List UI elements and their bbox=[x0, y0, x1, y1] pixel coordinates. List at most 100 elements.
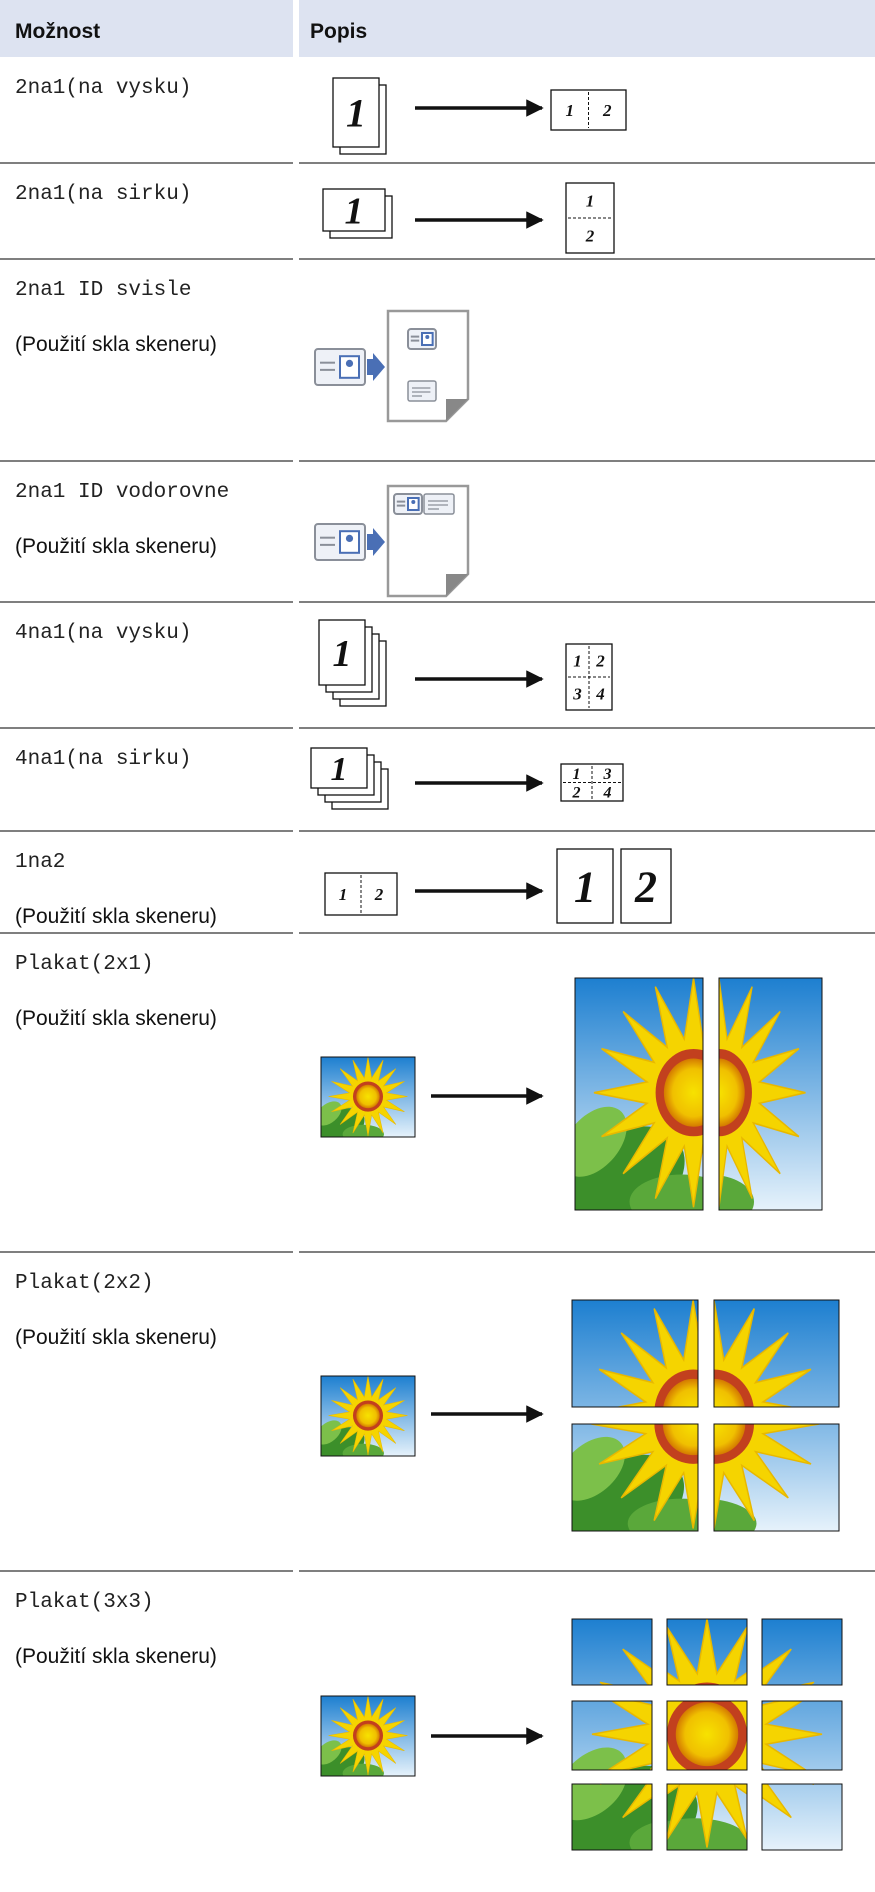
id-head bbox=[425, 335, 430, 339]
poster-piece bbox=[667, 1619, 747, 1685]
piece-border bbox=[666, 1700, 748, 1771]
page bbox=[310, 747, 368, 789]
poster-piece bbox=[572, 1300, 698, 1407]
option: 2na1 ID svisle bbox=[15, 279, 191, 302]
option: Plakat(3x3) bbox=[15, 1591, 154, 1614]
poster-piece bbox=[572, 1701, 652, 1770]
piece-border bbox=[571, 1423, 699, 1532]
sky bbox=[572, 1619, 652, 1685]
option: Plakat(2x1) bbox=[15, 953, 154, 976]
center bbox=[663, 1058, 703, 1127]
center bbox=[356, 1403, 380, 1428]
petals bbox=[667, 1784, 747, 1848]
id-photo bbox=[339, 355, 360, 379]
page-digit: 4 bbox=[603, 784, 612, 801]
leaf bbox=[714, 1499, 757, 1531]
piece-border bbox=[571, 1700, 653, 1771]
piece-border bbox=[571, 1618, 653, 1686]
sheet-fold bbox=[446, 399, 468, 421]
piece-border bbox=[320, 1695, 416, 1777]
poster-piece bbox=[667, 1784, 747, 1850]
poster-piece bbox=[714, 1300, 839, 1407]
header-text: Možnost bbox=[15, 20, 100, 43]
poster-piece bbox=[762, 1619, 842, 1685]
option-note: (Použití skla skeneru) bbox=[15, 1007, 217, 1030]
option-note: (Použití skla skeneru) bbox=[15, 333, 217, 356]
center bbox=[356, 1723, 380, 1748]
poster-piece bbox=[321, 1376, 415, 1456]
page bbox=[322, 188, 386, 232]
piece-border bbox=[666, 1618, 748, 1686]
center bbox=[662, 1424, 698, 1456]
piece-border bbox=[571, 1299, 699, 1408]
poster-piece bbox=[572, 1424, 698, 1531]
header-text: Popis bbox=[310, 20, 367, 43]
poster-piece bbox=[321, 1057, 415, 1137]
sky bbox=[762, 1619, 842, 1685]
poster-piece bbox=[667, 1701, 747, 1770]
page bbox=[560, 763, 624, 802]
page bbox=[620, 848, 672, 924]
petals bbox=[762, 1648, 815, 1685]
id-arrow bbox=[367, 353, 385, 381]
page-digit: 2 bbox=[374, 885, 384, 904]
piece-border bbox=[761, 1783, 843, 1851]
page-digit: 2 bbox=[595, 651, 605, 670]
leaf bbox=[575, 1106, 627, 1177]
option: 4na1(na sirku) bbox=[15, 748, 191, 771]
leaf bbox=[719, 1175, 755, 1210]
poster-piece bbox=[572, 1784, 652, 1850]
page-digit: 1 bbox=[574, 862, 596, 911]
page-digit: 1 bbox=[333, 633, 352, 675]
page-digit: 1 bbox=[339, 885, 348, 904]
page-digit: 1 bbox=[331, 751, 348, 788]
page-digit: 1 bbox=[573, 651, 582, 670]
petals bbox=[593, 978, 703, 1208]
piece-border bbox=[320, 1375, 416, 1457]
leaf bbox=[572, 1436, 625, 1501]
option: Plakat(2x2) bbox=[15, 1272, 154, 1295]
piece-border bbox=[761, 1618, 843, 1686]
poster-piece bbox=[762, 1701, 842, 1770]
leaf bbox=[321, 1740, 342, 1765]
poster-piece bbox=[572, 1619, 652, 1685]
page-digit: 4 bbox=[595, 684, 605, 703]
piece-border bbox=[574, 977, 704, 1211]
leaf bbox=[572, 1747, 627, 1770]
leaf bbox=[342, 1443, 384, 1456]
page-digit: 3 bbox=[572, 684, 582, 703]
option-note: (Použití skla skeneru) bbox=[15, 905, 217, 928]
piece-border bbox=[761, 1700, 843, 1771]
page-digit: 2 bbox=[585, 226, 595, 245]
petals bbox=[762, 1701, 823, 1770]
leaf bbox=[342, 1763, 384, 1776]
petals bbox=[599, 1784, 652, 1819]
leaf bbox=[667, 1818, 747, 1850]
leaf bbox=[572, 1784, 627, 1821]
leaf bbox=[342, 1124, 384, 1137]
page-digit: 1 bbox=[566, 101, 575, 120]
piece-border bbox=[320, 1056, 416, 1138]
leaf bbox=[629, 1822, 652, 1850]
leaf bbox=[627, 1498, 698, 1531]
poster-piece bbox=[719, 978, 822, 1210]
option: 2na1(na vysku) bbox=[15, 77, 191, 100]
sheet-fold bbox=[446, 574, 468, 596]
center bbox=[714, 1378, 745, 1407]
petals bbox=[762, 1784, 815, 1819]
page-digit: 1 bbox=[586, 191, 595, 210]
option-note: (Použití skla skeneru) bbox=[15, 1326, 217, 1349]
center bbox=[719, 1058, 745, 1127]
page-digit: 2 bbox=[634, 862, 657, 911]
page bbox=[318, 619, 366, 686]
piece-border bbox=[713, 1423, 840, 1532]
option: 1na2 bbox=[15, 851, 65, 874]
poster-piece bbox=[714, 1424, 839, 1531]
poster-piece bbox=[321, 1696, 415, 1776]
option: 4na1(na vysku) bbox=[15, 622, 191, 645]
page bbox=[332, 77, 380, 148]
page-digit: 1 bbox=[345, 190, 364, 232]
page-digit: 3 bbox=[603, 766, 612, 783]
piece-border bbox=[666, 1783, 748, 1851]
